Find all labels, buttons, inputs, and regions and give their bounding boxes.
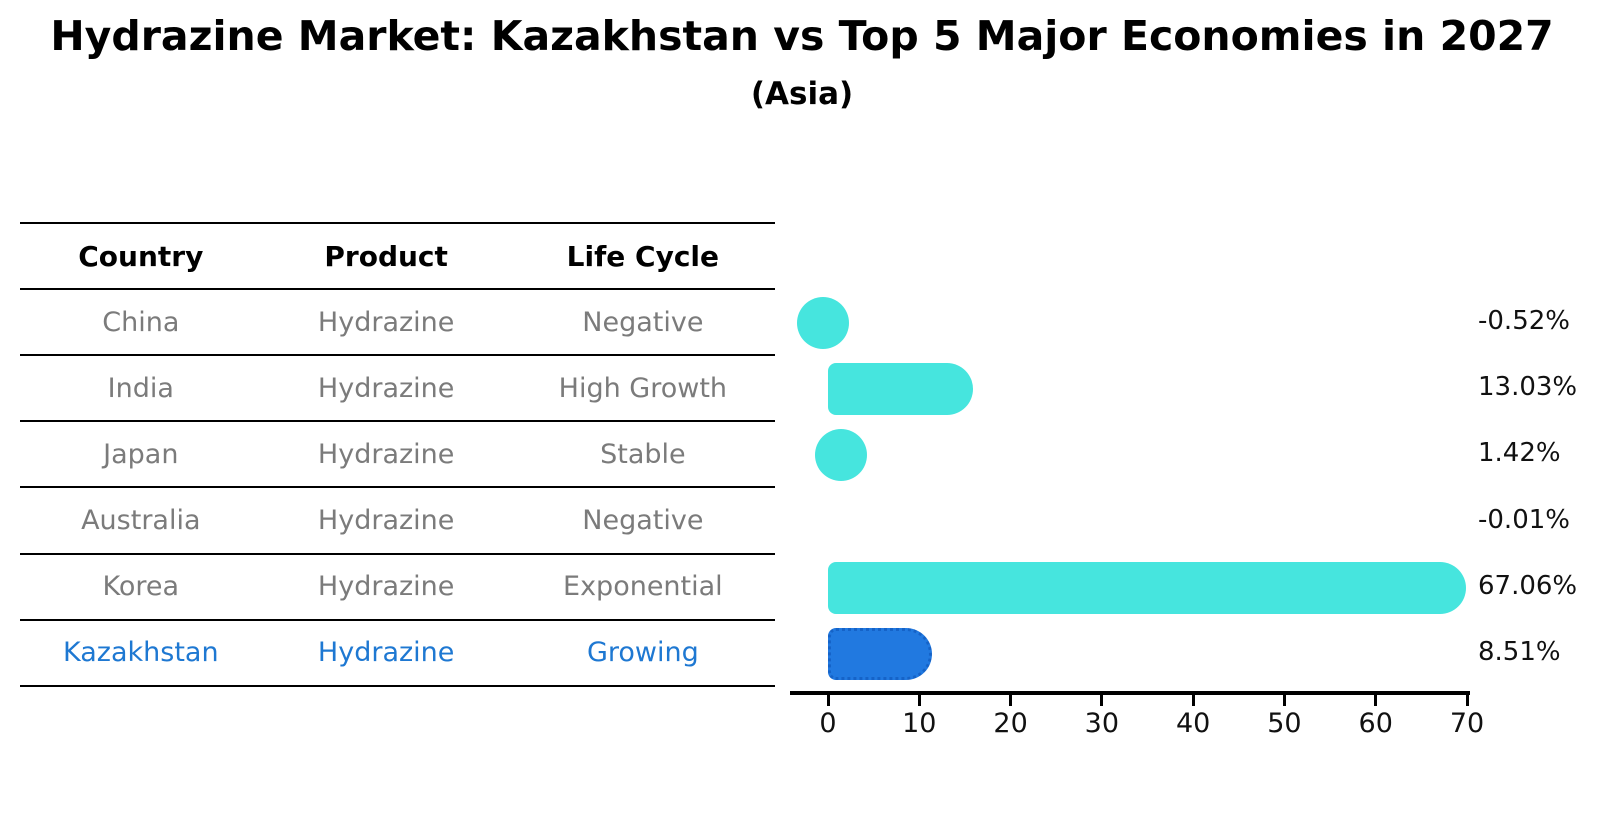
x-tick-label: 50 — [1267, 708, 1302, 739]
value-label-korea: 67.06% — [1478, 570, 1578, 601]
life-cycle-cell: Stable — [600, 438, 686, 470]
x-tick — [1374, 694, 1378, 706]
value-label-japan: 1.42% — [1478, 438, 1561, 469]
x-tick — [1191, 694, 1195, 706]
life-cycle-cell: Negative — [582, 505, 704, 537]
life-cycle-cell: Growing — [586, 637, 699, 669]
chart-subtitle: (Asia) — [750, 76, 854, 112]
x-tick — [826, 694, 830, 706]
table-row-india: India Hydrazine High Growth — [20, 356, 775, 423]
x-tick-label: 10 — [902, 708, 937, 739]
column-header-life-cycle: Life Cycle — [566, 239, 720, 273]
country-cell: China — [102, 306, 180, 338]
x-tick — [1282, 694, 1286, 706]
product-cell: Hydrazine — [317, 438, 455, 470]
country-cell: Korea — [102, 571, 180, 603]
table-row-korea: Korea Hydrazine Exponential — [20, 555, 775, 621]
x-tick-label: 40 — [1175, 708, 1211, 739]
table-body: China Hydrazine Negative India Hydrazine High… — [20, 290, 775, 687]
table-header-row: Country Product Life Cycle — [20, 222, 775, 290]
product-cell: Hydrazine — [317, 571, 455, 603]
table-row-kazakhstan: Kazakhstan Hydrazine Growing — [20, 621, 775, 687]
x-tick — [1465, 694, 1469, 706]
country-cell: Kazakhstan — [63, 637, 219, 669]
chart-title: Hydrazine Market: Kazakhstan vs Top 5 Ma… — [50, 12, 1554, 60]
life-cycle-cell: Negative — [582, 306, 704, 338]
country-cell: Japan — [103, 438, 179, 470]
column-header-country: Country — [78, 239, 204, 273]
value-label-kazakhstan: 8.51% — [1478, 636, 1561, 667]
x-tick-label: 0 — [819, 708, 837, 739]
x-tick — [1100, 694, 1104, 706]
country-cell: India — [107, 372, 174, 404]
country-cell: Australia — [81, 505, 201, 537]
product-cell: Hydrazine — [317, 372, 455, 404]
table-row-australia: Australia Hydrazine Negative — [20, 488, 775, 555]
life-cycle-cell: Exponential — [563, 571, 723, 603]
x-tick-label: 70 — [1449, 708, 1485, 739]
value-label-china: -0.52% — [1478, 306, 1570, 337]
bar-kazakhstan — [828, 627, 932, 680]
x-tick — [917, 694, 921, 706]
x-tick — [1009, 694, 1013, 706]
value-label-australia: -0.01% — [1478, 504, 1570, 535]
x-tick-label: 30 — [1084, 708, 1120, 739]
table-row-china: China Hydrazine Negative — [20, 290, 775, 357]
product-cell: Hydrazine — [317, 505, 455, 537]
column-header-product: Product — [324, 239, 448, 273]
value-label-india: 13.03% — [1478, 372, 1578, 403]
table-row-japan: Japan Hydrazine Stable — [20, 422, 775, 489]
x-tick-label: 60 — [1358, 708, 1393, 739]
bar-india — [828, 363, 973, 416]
x-axis-line — [790, 691, 1470, 695]
life-cycle-cell: High Growth — [558, 372, 728, 404]
product-cell: Hydrazine — [317, 306, 455, 338]
x-tick-label: 20 — [993, 708, 1028, 739]
country-table: Country Product Life Cycle China Hydrazine N… — [20, 222, 775, 687]
bar-china — [797, 297, 850, 350]
product-cell: Hydrazine — [317, 637, 455, 669]
bar-korea — [828, 561, 1467, 614]
bar-japan — [814, 429, 867, 482]
